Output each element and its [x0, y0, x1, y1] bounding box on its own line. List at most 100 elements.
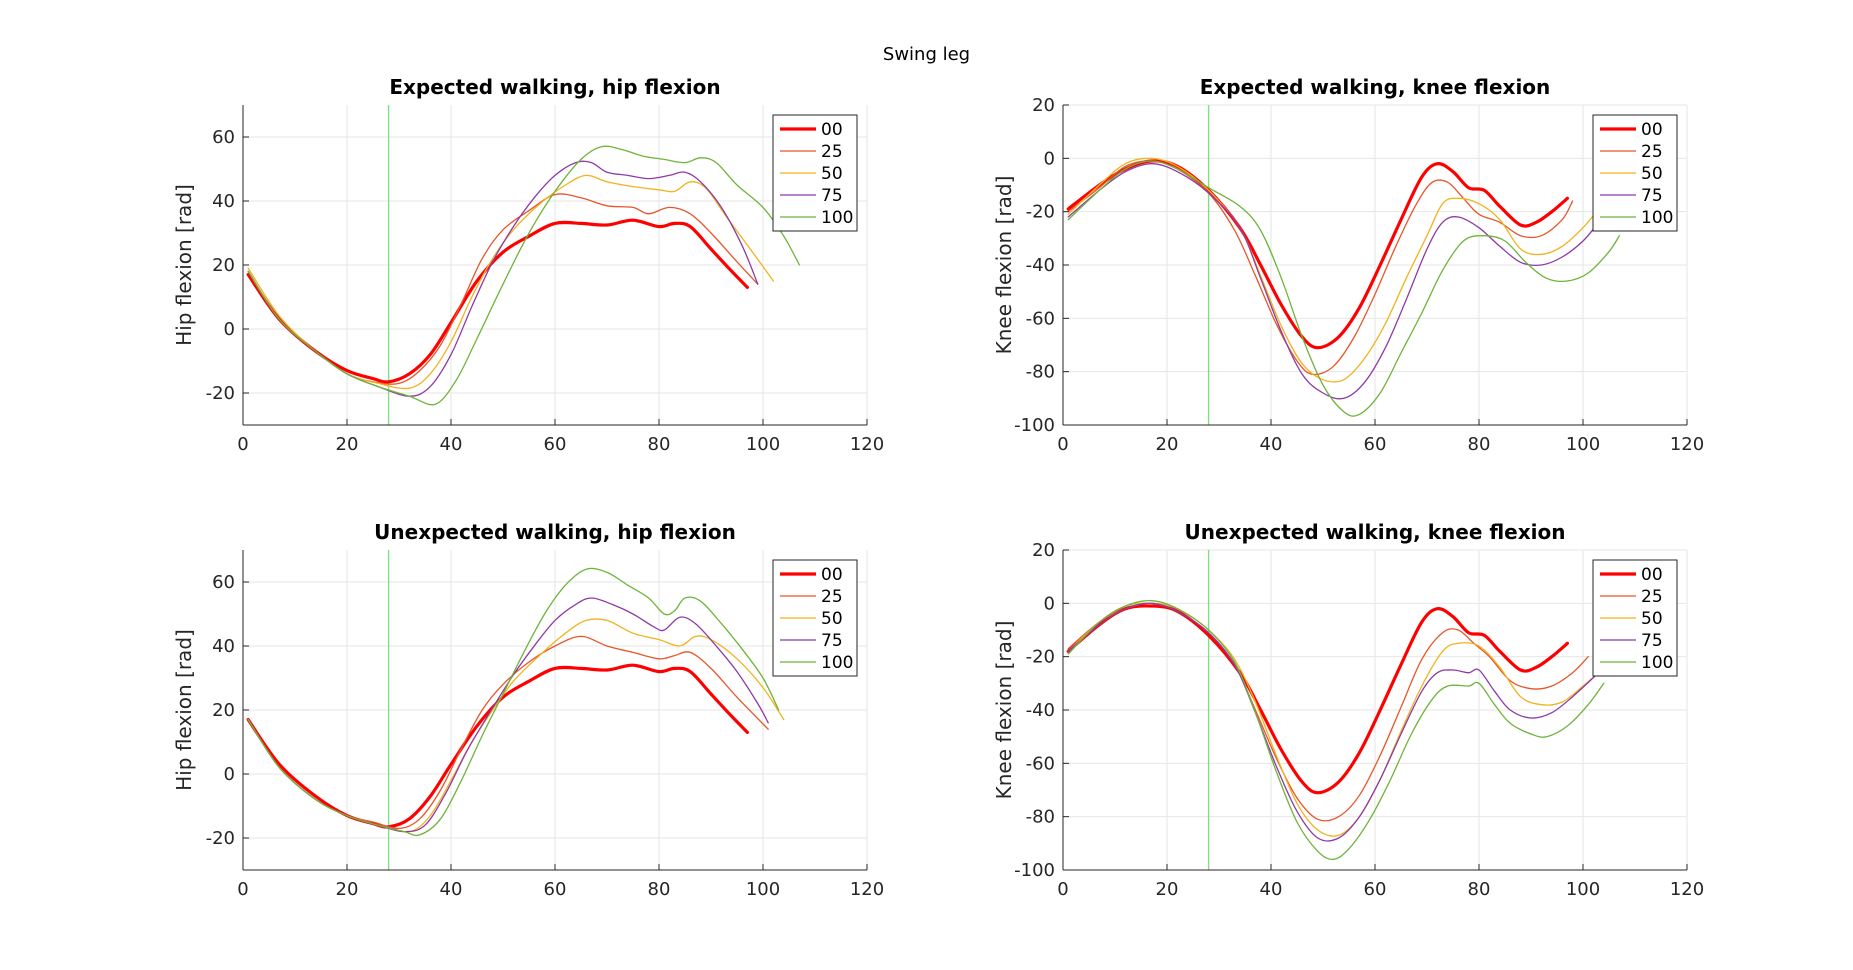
legend-label: 00	[1641, 565, 1663, 585]
y-tick-label: 20	[1032, 95, 1055, 116]
y-tick-label: 0	[224, 764, 235, 785]
x-tick-label: 20	[1156, 434, 1179, 455]
series-line-100	[1067, 160, 1621, 417]
legend-label: 75	[1641, 186, 1663, 206]
y-tick-label: -100	[1014, 415, 1055, 436]
legend-label: 25	[821, 587, 843, 607]
y-tick-label: -100	[1014, 860, 1055, 881]
subplot-title: Unexpected walking, knee flexion	[1185, 520, 1566, 544]
y-axis-label: Knee flexion [rad]	[992, 621, 1016, 800]
y-tick-label: -40	[1026, 700, 1055, 721]
x-tick-label: 0	[1057, 879, 1068, 900]
legend-label: 75	[1641, 631, 1663, 651]
y-tick-label: -60	[1026, 753, 1055, 774]
series-line-100	[1067, 599, 1605, 861]
legend-label: 75	[821, 186, 843, 206]
series-line-100	[247, 567, 780, 837]
y-axis-label: Hip flexion [rad]	[172, 629, 196, 791]
legend-label: 100	[821, 208, 853, 228]
subplot-expected-knee: 0 20 40 60 80 100 120 -100 -80 -60 -40 -20 0 20 Expect…	[992, 75, 1704, 455]
x-tick-label: 100	[1566, 879, 1600, 900]
x-tick-label: 100	[1566, 434, 1600, 455]
legend-label: 25	[1641, 587, 1663, 607]
subplot-title: Unexpected walking, hip flexion	[374, 520, 736, 544]
x-tick-label: 60	[544, 879, 567, 900]
series-group	[1066, 599, 1605, 861]
legend-label: 75	[821, 631, 843, 651]
x-tick-label: 60	[1364, 434, 1387, 455]
x-tick-label: 0	[237, 434, 248, 455]
x-tick-label: 40	[1260, 434, 1283, 455]
x-tick-label: 60	[1364, 879, 1387, 900]
legend-label: 50	[821, 609, 843, 629]
y-tick-label: 0	[1044, 593, 1055, 614]
subplot-title: Expected walking, knee flexion	[1200, 75, 1551, 99]
series-line-75	[1067, 602, 1600, 842]
x-tick-label: 20	[1156, 879, 1179, 900]
series-group	[246, 567, 785, 837]
y-tick-label: -20	[206, 383, 235, 404]
series-line-00	[246, 218, 749, 384]
legend-label: 50	[1641, 164, 1663, 184]
legend-label: 100	[1641, 208, 1673, 228]
y-tick-label: 40	[212, 636, 235, 657]
x-tick-label: 40	[440, 434, 463, 455]
y-tick-label: -40	[1026, 255, 1055, 276]
y-tick-label: 0	[224, 319, 235, 340]
y-tick-label: 40	[212, 191, 235, 212]
x-tick-label: 60	[544, 434, 567, 455]
x-tick-label: 80	[1468, 879, 1491, 900]
series-line-50	[1067, 157, 1600, 383]
series-line-75	[1067, 163, 1600, 400]
y-tick-label: -20	[206, 828, 235, 849]
y-tick-label: 0	[1044, 148, 1055, 169]
x-tick-label: 120	[850, 434, 884, 455]
legend-label: 100	[821, 653, 853, 673]
series-line-50	[247, 174, 775, 390]
x-tick-label: 80	[1468, 434, 1491, 455]
y-tick-label: 60	[212, 572, 235, 593]
legend-label: 00	[1641, 120, 1663, 140]
y-tick-label: 20	[212, 255, 235, 276]
x-tick-label: 100	[746, 879, 780, 900]
x-tick-label: 20	[336, 879, 359, 900]
subplot-expected-hip: 0 20 40 60 80 100 120 -20 0 20 40 60 Expected walkin…	[172, 75, 884, 455]
subplot-unexpected-knee: 0 20 40 60 80 100 120 -100 -80 -60 -40 -20 0 20 Unexpe…	[992, 520, 1704, 900]
figure-title: Swing leg	[882, 44, 971, 65]
legend-label: 50	[821, 164, 843, 184]
series-line-100	[247, 145, 801, 406]
y-axis-label: Hip flexion [rad]	[172, 184, 196, 346]
subplot-unexpected-hip: 0 20 40 60 80 100 120 -20 0 20 40 60 Unexpected walk…	[172, 520, 884, 900]
y-tick-label: 20	[1032, 540, 1055, 561]
x-tick-label: 40	[1260, 879, 1283, 900]
x-tick-label: 80	[648, 879, 671, 900]
subplot-title: Expected walking, hip flexion	[389, 75, 720, 99]
legend-label: 50	[1641, 609, 1663, 629]
x-tick-label: 0	[1057, 434, 1068, 455]
y-tick-label: -80	[1026, 362, 1055, 383]
y-tick-label: 60	[212, 127, 235, 148]
series-group	[1066, 157, 1621, 417]
y-axis-label: Knee flexion [rad]	[992, 176, 1016, 355]
x-tick-label: 40	[440, 879, 463, 900]
x-tick-label: 100	[746, 434, 780, 455]
x-tick-label: 80	[648, 434, 671, 455]
legend-label: 00	[821, 565, 843, 585]
y-tick-label: -80	[1026, 807, 1055, 828]
legend-label: 00	[821, 120, 843, 140]
y-tick-label: 20	[212, 700, 235, 721]
legend-label: 25	[1641, 142, 1663, 162]
y-tick-label: -20	[1026, 202, 1055, 223]
x-tick-label: 0	[237, 879, 248, 900]
x-tick-label: 120	[1670, 879, 1704, 900]
legend-label: 25	[821, 142, 843, 162]
x-tick-label: 120	[850, 879, 884, 900]
series-group	[246, 145, 801, 406]
x-tick-label: 20	[336, 434, 359, 455]
legend-label: 100	[1641, 653, 1673, 673]
